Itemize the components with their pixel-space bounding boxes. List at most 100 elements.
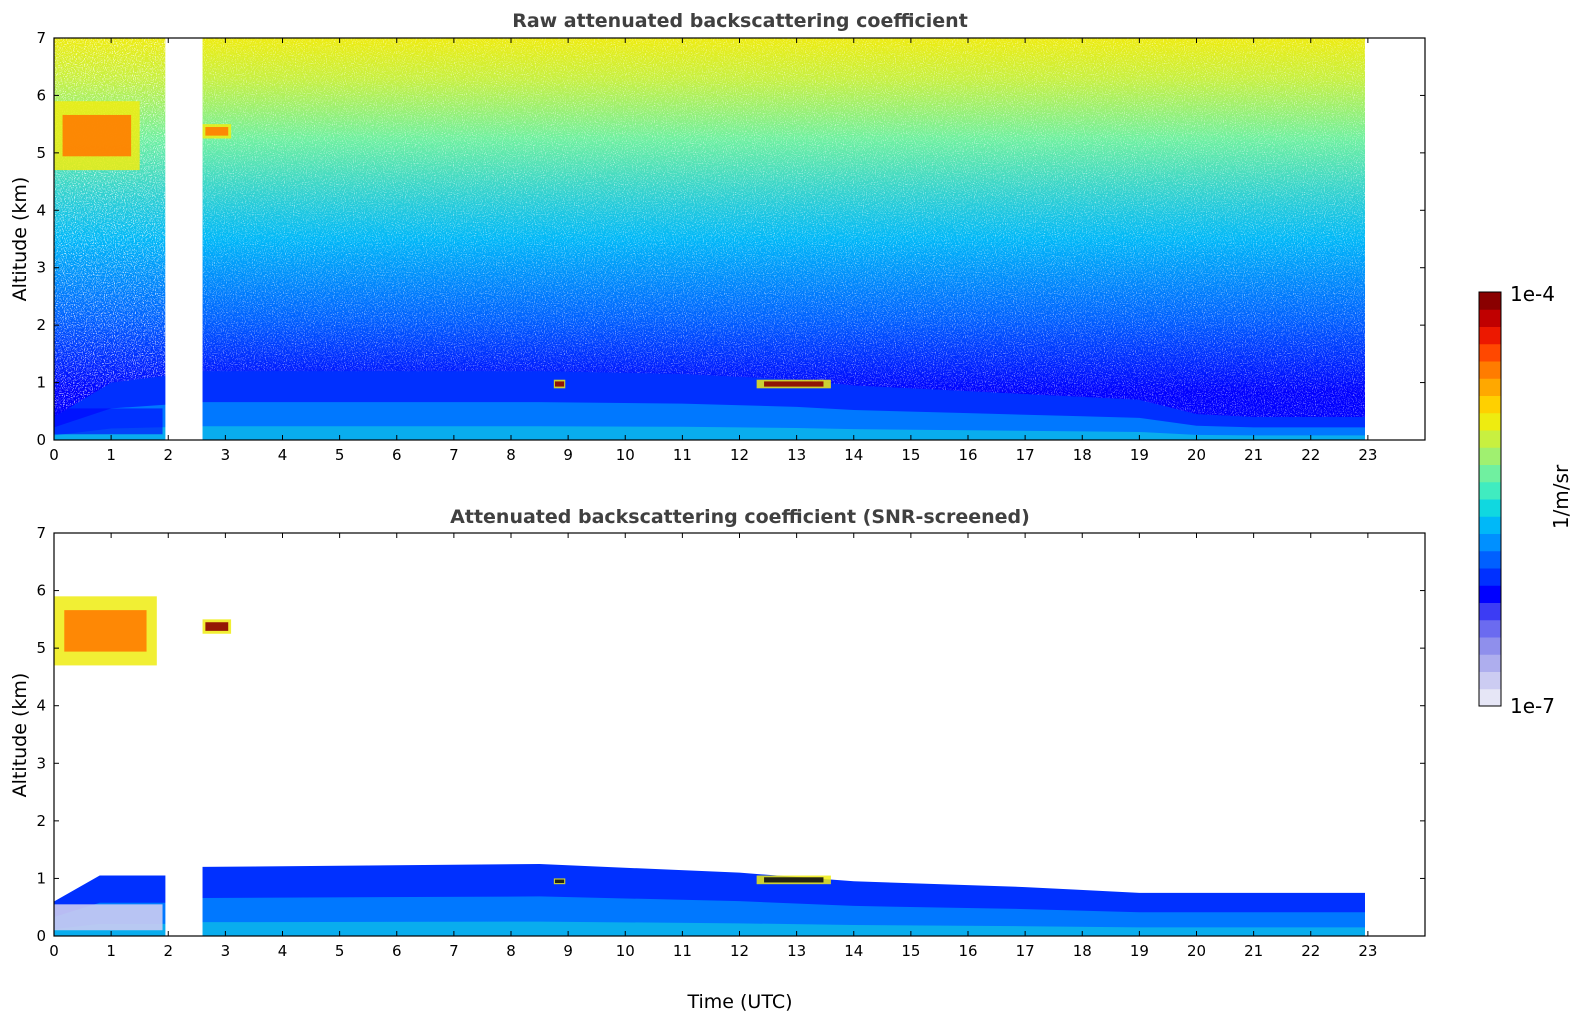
colorbar-frame	[1478, 291, 1502, 707]
x-tick-label: 14	[844, 942, 863, 960]
x-tick-label: 13	[787, 446, 806, 464]
colorbar-swatch	[1479, 619, 1501, 638]
colorbar-swatch	[1479, 361, 1501, 379]
colorbar-unit-label: 1/m/sr	[1549, 464, 1573, 529]
colorbar-swatch	[1479, 292, 1501, 310]
y-tick-label: 7	[36, 29, 46, 47]
y-tick-label: 2	[36, 812, 46, 830]
y-tick-label: 2	[36, 316, 46, 334]
low-signal-band	[54, 408, 163, 435]
x-tick-label: 17	[1016, 942, 1035, 960]
x-tick-label: 7	[449, 446, 459, 464]
x-tick-label: 0	[49, 942, 59, 960]
colorbar-swatch	[1479, 309, 1501, 327]
cloud-core	[554, 381, 565, 387]
cloud-core	[554, 879, 565, 884]
x-tick-label: 20	[1187, 446, 1206, 464]
x-tick-label: 10	[616, 942, 635, 960]
raw-axes-ticks: 0 1 2 3 4 5 6 7 8 9 10 11 12 13 14 15 16 17 18 19 20 21 22 2301…	[36, 29, 1425, 464]
x-tick-label: 22	[1301, 942, 1320, 960]
colorbar-swatch	[1479, 326, 1501, 345]
x-tick-label: 19	[1130, 942, 1149, 960]
x-tick-label: 18	[1073, 942, 1092, 960]
colorbar-swatch	[1479, 412, 1501, 431]
colorbar-swatch	[1479, 464, 1501, 483]
y-tick-label: 5	[36, 144, 46, 162]
y-tick-label: 1	[36, 869, 46, 887]
x-tick-label: 23	[1358, 446, 1377, 464]
colorbar-swatch	[1479, 499, 1501, 517]
cloud-core	[64, 610, 147, 652]
data-gap	[1365, 533, 1425, 936]
x-tick-label: 1	[106, 942, 116, 960]
x-tick-label: 14	[844, 446, 863, 464]
y-tick-label: 7	[36, 524, 46, 542]
x-tick-label: 7	[449, 942, 459, 960]
y-tick-label: 0	[36, 927, 46, 945]
y-tick-label: 4	[36, 697, 46, 715]
x-axis-label: Time (UTC)	[686, 991, 792, 1013]
y-tick-label: 0	[36, 431, 46, 449]
raw-heatmap	[54, 38, 1425, 440]
x-tick-label: 19	[1130, 446, 1149, 464]
colorbar-swatches	[1479, 292, 1501, 707]
colorbar-swatch	[1479, 516, 1501, 534]
snr-y-axis-label: Altitude (km)	[9, 673, 31, 798]
colorbar-swatch	[1479, 533, 1501, 552]
x-tick-label: 5	[335, 446, 345, 464]
cloud-core	[205, 127, 229, 136]
y-tick-label: 5	[36, 639, 46, 657]
x-tick-label: 8	[506, 446, 516, 464]
y-tick-label: 3	[36, 754, 46, 772]
colorbar-max-label: 1e-4	[1510, 282, 1555, 306]
x-tick-label: 4	[278, 446, 288, 464]
snr-heatmap	[54, 533, 1425, 936]
x-tick-label: 3	[221, 942, 231, 960]
colorbar-swatch	[1479, 602, 1501, 621]
raw-backscatter-panel: Raw attenuated backscattering coefficien…	[9, 10, 1426, 464]
low-signal-band	[54, 904, 163, 931]
y-tick-label: 4	[36, 201, 46, 219]
snr-screened-panel: Attenuated backscattering coefficient (S…	[9, 506, 1426, 1013]
x-tick-label: 6	[392, 942, 402, 960]
cloud-core	[764, 381, 824, 387]
colorbar-swatch	[1479, 568, 1501, 586]
data-gap	[165, 533, 203, 936]
snr-panel-title: Attenuated backscattering coefficient (S…	[450, 506, 1030, 528]
x-tick-label: 9	[563, 446, 573, 464]
colorbar-swatch	[1479, 378, 1501, 396]
raw-panel-title: Raw attenuated backscattering coefficien…	[512, 10, 968, 32]
x-tick-label: 16	[958, 446, 977, 464]
y-tick-label: 3	[36, 259, 46, 277]
x-tick-label: 21	[1244, 942, 1263, 960]
x-tick-label: 12	[730, 446, 749, 464]
x-tick-label: 0	[49, 446, 59, 464]
x-tick-label: 20	[1187, 942, 1206, 960]
colorbar-swatch	[1479, 447, 1501, 465]
x-tick-label: 5	[335, 942, 345, 960]
x-tick-label: 10	[616, 446, 635, 464]
x-tick-label: 15	[901, 942, 920, 960]
data-gap	[165, 38, 203, 440]
colorbar-swatch	[1479, 343, 1501, 362]
colorbar-swatch	[1479, 395, 1501, 414]
x-tick-label: 3	[221, 446, 231, 464]
x-tick-label: 15	[901, 446, 920, 464]
colorbar-swatch	[1479, 550, 1501, 569]
colorbar-min-label: 1e-7	[1510, 694, 1555, 718]
colorbar-swatch	[1479, 585, 1501, 603]
x-tick-label: 18	[1073, 446, 1092, 464]
x-tick-label: 23	[1358, 942, 1377, 960]
colorbar-swatch	[1479, 637, 1501, 655]
cloud-core	[62, 114, 132, 157]
y-tick-label: 1	[36, 374, 46, 392]
x-tick-label: 6	[392, 446, 402, 464]
snr-axes-ticks: 0 1 2 3 4 5 6 7 8 9 10 11 12 13 14 15 16 17 18 19 20 21 22 2301…	[36, 524, 1425, 960]
cloud-core	[764, 877, 824, 883]
cloud-core	[205, 622, 229, 631]
x-tick-label: 2	[163, 942, 173, 960]
surface-layer	[54, 426, 1366, 440]
x-tick-label: 21	[1244, 446, 1263, 464]
x-tick-label: 12	[730, 942, 749, 960]
